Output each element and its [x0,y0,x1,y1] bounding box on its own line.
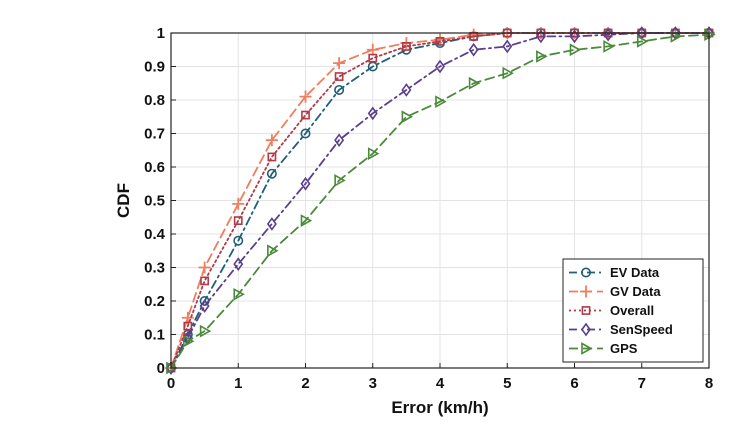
legend-item-senspeed: SenSpeed [569,322,673,337]
data-point-ev-data [266,168,277,179]
data-point-gps [636,35,649,48]
y-axis-ticks: 0 0.1 0.2 0.3 0.4 0.5 0.6 0.7 0.8 0.9 1 [144,25,176,377]
data-point-gv-data [265,134,278,147]
x-tick-label: 1 [234,375,242,392]
x-tick-label: 0 [167,375,175,392]
series-senspeed [166,26,714,375]
data-point-gps [183,334,195,348]
x-tick-label: 6 [570,375,578,392]
data-point-overall [200,276,210,286]
data-point-gv-data [198,261,211,274]
data-point-overall [183,321,193,331]
y-tick-label: 0 [157,360,165,377]
data-point-gv-data [333,57,346,70]
x-tick-label: 2 [301,375,309,392]
data-point-ev-data [233,235,244,246]
data-point-senspeed [199,299,210,313]
legend-marker-senspeed [581,322,591,337]
legend-item-overall: Overall [569,303,654,318]
x-tick-label: 4 [436,375,445,392]
data-point-senspeed [468,42,479,57]
series-lines [165,26,716,375]
data-point-gv-data [299,90,312,103]
data-point-senspeed [367,106,378,121]
y-tick-label: 1 [157,25,165,42]
legend-marker-gps [581,342,593,355]
data-point-senspeed [334,133,345,148]
legend: EV Data GV Data Overall SenSpeed GPS [562,258,704,363]
legend-label-gv-data: GV Data [610,284,661,299]
data-point-overall [401,41,411,51]
data-point-gps [401,110,414,124]
x-tick-label: 7 [638,375,646,392]
data-point-gps [334,174,346,187]
series-gps [166,28,716,375]
legend-item-gps: GPS [569,341,638,356]
data-point-overall [301,110,310,120]
data-point-overall [435,36,445,46]
y-axis-label: CDF [114,183,133,218]
y-tick-label: 0.5 [144,193,165,210]
data-point-senspeed [569,29,580,44]
series-line-senspeed [170,32,710,369]
legend-label-senspeed: SenSpeed [610,322,673,337]
data-point-gps [502,66,514,80]
data-point-gps [670,29,683,43]
y-tick-label: 0.4 [144,226,166,243]
data-point-gps [569,43,582,57]
x-tick-label: 5 [503,375,511,392]
legend-marker-gv-data [580,285,592,298]
data-point-gps [367,147,380,160]
y-tick-label: 0.3 [144,260,165,277]
data-point-ev-data [300,128,311,139]
legend-label-gps: GPS [610,341,638,356]
data-point-overall [334,72,344,81]
y-tick-label: 0.9 [144,59,165,76]
x-tick-label: 8 [705,375,713,392]
data-point-gps [199,324,212,338]
data-point-gps [300,214,313,227]
y-tick-label: 0.6 [144,159,165,176]
x-axis-label: Error (km/h) [391,398,488,417]
data-point-gps [267,244,279,258]
x-tick-label: 3 [369,375,377,392]
y-tick-label: 0.7 [144,126,165,143]
y-tick-label: 0.8 [144,92,165,109]
data-point-senspeed [401,83,412,97]
data-point-senspeed [266,217,277,231]
data-point-senspeed [435,59,445,74]
data-point-senspeed [233,257,244,272]
x-axis-ticks: 0 1 2 3 4 5 6 7 8 [167,363,713,392]
data-point-overall [267,152,277,162]
data-point-gps [603,40,615,53]
legend-label-ev-data: EV Data [610,265,660,280]
legend-item-ev-data: EV Data [569,265,660,280]
legend-marker-overall [581,306,591,315]
data-point-gps [536,50,548,63]
y-tick-label: 0.2 [144,293,165,310]
data-point-senspeed [300,176,311,191]
data-point-senspeed [535,29,546,44]
data-point-ev-data [334,84,345,95]
data-point-gv-data [232,197,245,210]
data-point-overall [233,216,243,225]
data-point-overall [368,53,378,63]
data-point-gps [468,76,481,90]
data-point-gps [233,287,245,301]
legend-label-overall: Overall [610,303,654,318]
y-tick-label: 0.1 [144,327,165,344]
data-point-senspeed [502,39,513,54]
data-point-gps [435,95,447,109]
legend-marker-ev-data [580,267,591,278]
series-line-gps [170,33,710,369]
legend-item-gv-data: GV Data [569,284,661,299]
